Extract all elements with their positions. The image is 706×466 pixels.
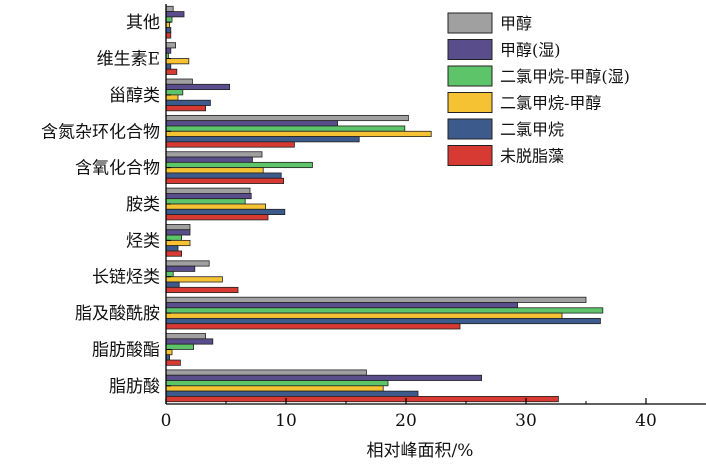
bar xyxy=(165,63,172,70)
legend-swatch xyxy=(447,65,493,87)
category-label: 脂肪酸 xyxy=(109,377,160,397)
legend-label: 未脱脂藻 xyxy=(500,147,564,166)
x-tick-label: 40 xyxy=(635,411,657,431)
legend-swatch xyxy=(447,39,493,60)
bar xyxy=(165,167,264,174)
legend-swatch xyxy=(447,118,493,140)
bar xyxy=(165,42,177,49)
category-label: 其他 xyxy=(126,13,160,33)
bar xyxy=(165,296,587,303)
bar xyxy=(165,172,282,179)
bar xyxy=(165,276,223,283)
bar xyxy=(165,302,519,309)
bar xyxy=(165,271,174,278)
category-label: 维生素E xyxy=(97,50,160,70)
bar xyxy=(165,203,266,210)
bar xyxy=(165,99,211,106)
bar xyxy=(165,11,185,18)
x-tick-label: 20 xyxy=(395,411,417,431)
bar xyxy=(165,245,179,252)
bar xyxy=(165,359,181,366)
category-label: 烃类 xyxy=(126,231,160,251)
x-tick-label: 10 xyxy=(275,411,297,431)
bar xyxy=(165,349,173,356)
bar xyxy=(165,369,367,376)
bar xyxy=(165,214,269,221)
bar xyxy=(165,208,286,216)
bar xyxy=(165,5,174,12)
bar xyxy=(165,229,191,236)
bar xyxy=(165,234,183,241)
bar xyxy=(165,114,409,122)
legend-label: 二氯甲烷-甲醇 xyxy=(500,94,601,113)
category-label: 脂及酸酰胺 xyxy=(75,304,160,324)
x-axis-title: 相对峰面积/% xyxy=(367,441,474,461)
bar xyxy=(165,323,461,330)
bar xyxy=(165,265,196,272)
bar xyxy=(165,68,178,75)
category-label: 胺类 xyxy=(126,195,160,215)
bar xyxy=(165,141,295,148)
x-tick-label: 0 xyxy=(161,411,172,431)
bar xyxy=(165,27,172,34)
bar xyxy=(165,32,172,39)
bar xyxy=(165,374,483,381)
bar xyxy=(165,239,191,247)
x-tick-label: 30 xyxy=(515,411,537,431)
category-label: 含氮杂环化合物 xyxy=(41,122,160,142)
bar xyxy=(165,161,313,169)
category-label: 脂肪酸酯 xyxy=(92,340,160,360)
legend-swatch xyxy=(447,92,493,113)
bar xyxy=(165,83,230,91)
bar xyxy=(165,250,183,257)
legend-swatch xyxy=(447,145,493,166)
bar xyxy=(165,385,384,392)
bar xyxy=(165,156,253,163)
legend-swatch xyxy=(447,12,493,34)
bar xyxy=(165,125,406,132)
bar xyxy=(165,151,263,158)
bar xyxy=(165,58,190,65)
bar xyxy=(165,78,193,85)
bar xyxy=(165,120,339,127)
bar xyxy=(165,343,195,350)
bar xyxy=(165,136,360,143)
bar xyxy=(165,281,180,288)
bar xyxy=(165,89,184,96)
bar xyxy=(165,286,239,294)
category-label: 甾醇类 xyxy=(109,86,160,106)
category-label: 含氧化合物 xyxy=(75,159,160,179)
bar xyxy=(165,47,172,54)
bar xyxy=(165,396,559,403)
legend-label: 甲醇(湿) xyxy=(500,41,561,60)
category-label: 长链烃类 xyxy=(92,268,160,288)
bar xyxy=(165,380,389,387)
legend-label: 二氯甲烷-甲醇(湿) xyxy=(500,67,630,86)
legend-label: 二氯甲烷 xyxy=(500,120,564,139)
bar xyxy=(165,187,251,194)
bar xyxy=(165,177,284,184)
bar xyxy=(165,94,179,101)
bar xyxy=(165,130,432,137)
bar xyxy=(165,390,419,397)
bar xyxy=(165,317,601,325)
bar xyxy=(165,224,191,231)
bar xyxy=(165,333,206,340)
bar xyxy=(165,105,206,112)
bar xyxy=(165,192,252,200)
bar xyxy=(165,312,563,319)
bar xyxy=(165,16,173,23)
bar xyxy=(165,260,210,267)
bar xyxy=(165,338,214,345)
legend-label: 甲醇 xyxy=(500,14,532,33)
bar xyxy=(165,198,246,205)
bar xyxy=(165,307,604,314)
